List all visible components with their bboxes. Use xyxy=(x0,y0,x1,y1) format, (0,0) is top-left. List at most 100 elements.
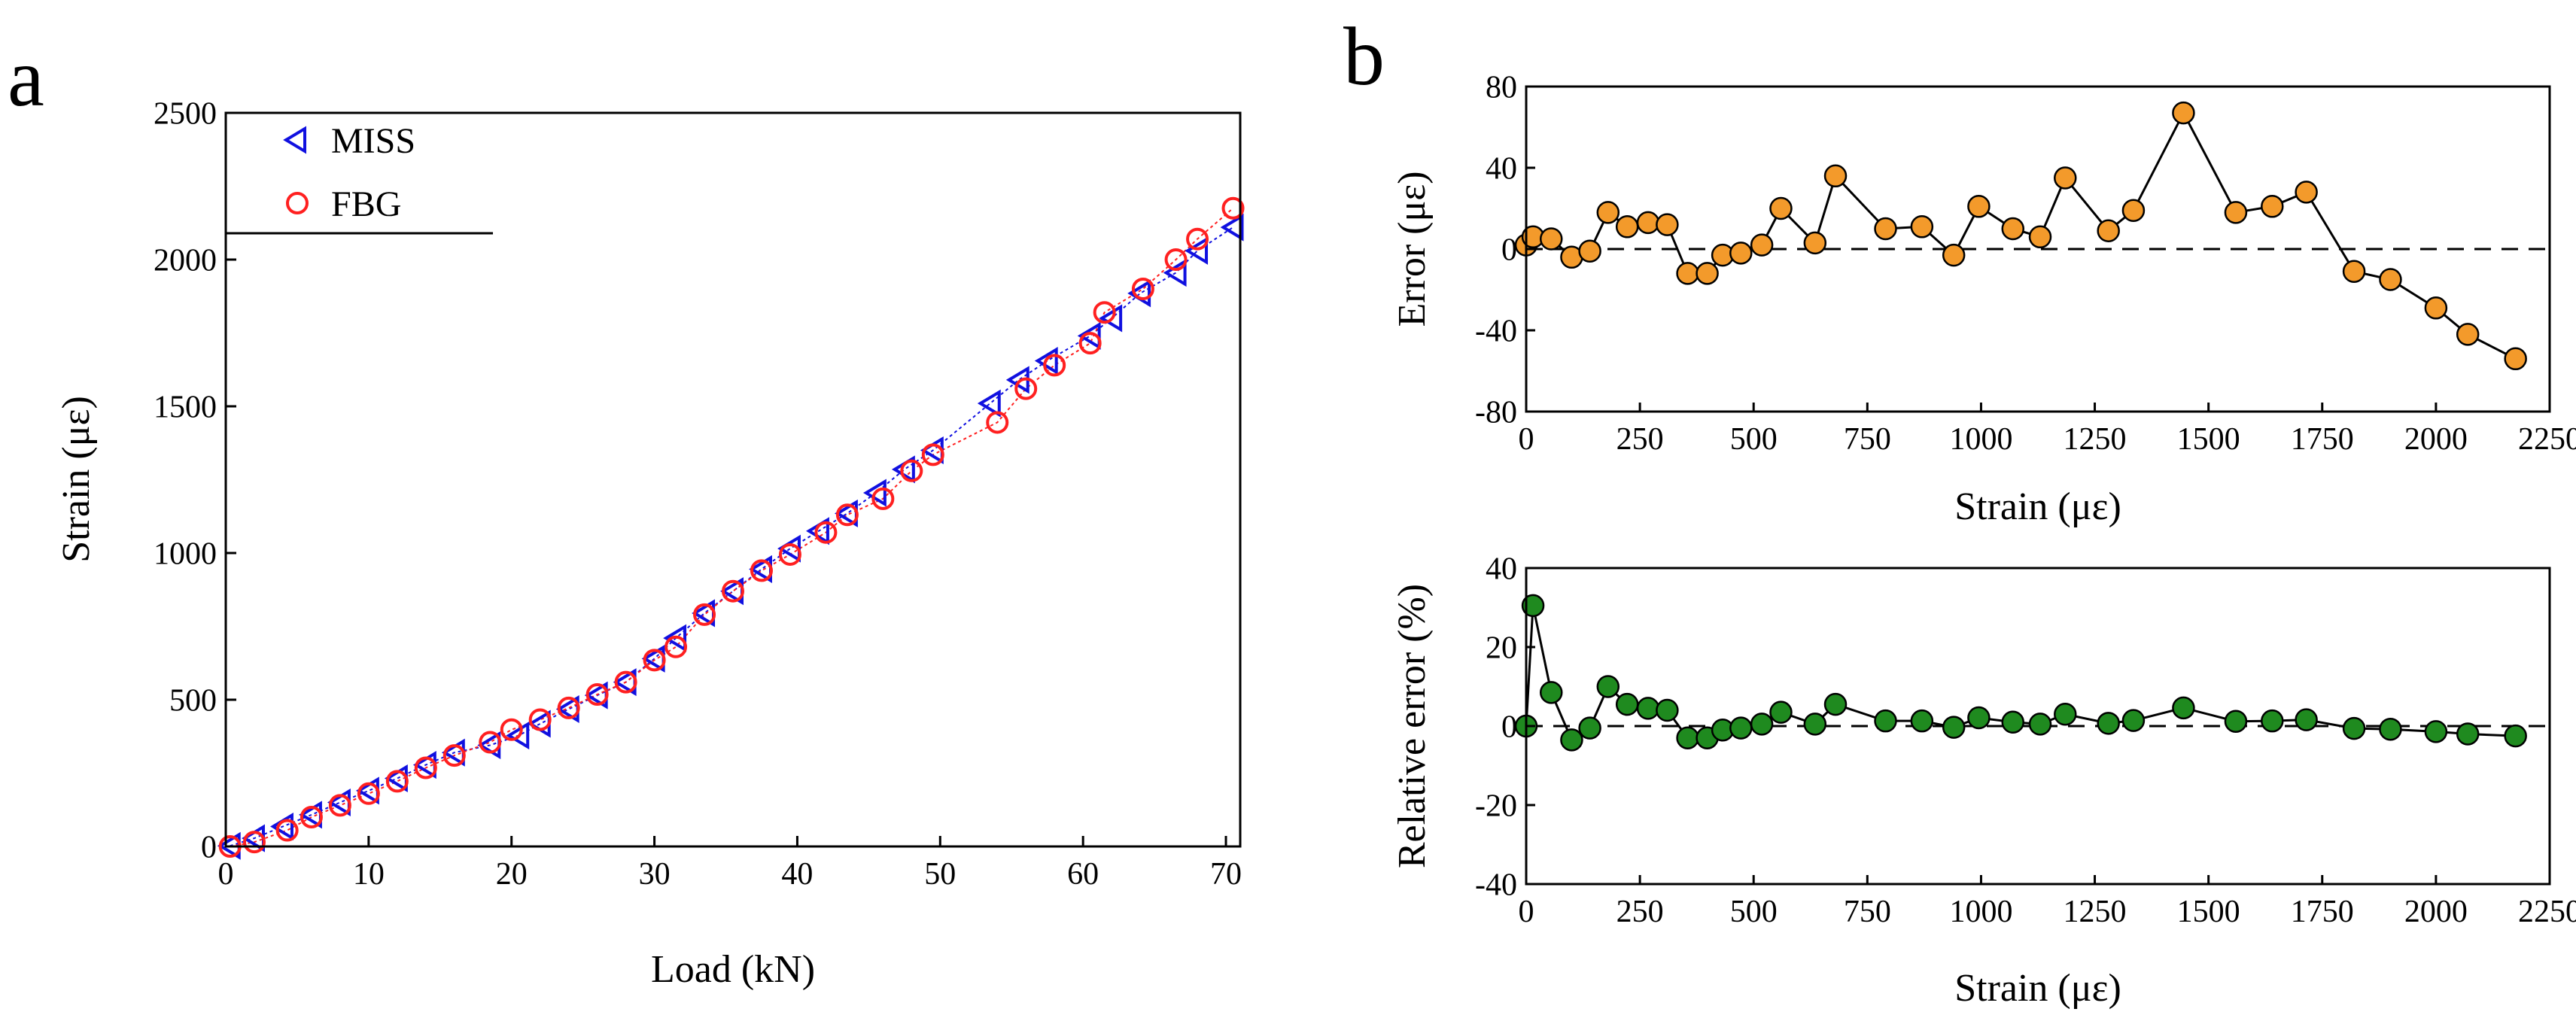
data-point-b-top xyxy=(1578,239,1601,263)
x-tick-label: 2000 xyxy=(2404,422,2468,457)
y-tick-label: 1500 xyxy=(154,390,217,424)
chart-a-marks xyxy=(217,196,1245,860)
data-point-b-top xyxy=(2224,201,2248,224)
x-tick-label: 2250 xyxy=(2518,422,2576,457)
data-point-b-top xyxy=(1676,262,1699,285)
data-point-b-top xyxy=(1874,217,1897,241)
legend-fbg-marker xyxy=(286,192,309,214)
chart-a-plot-frame xyxy=(224,111,1242,848)
x-tick-label: 1500 xyxy=(2177,422,2240,457)
data-point-fbg xyxy=(357,782,380,805)
data-point-miss xyxy=(506,722,530,750)
data-point-b-top xyxy=(1596,201,1620,224)
data-point-b-bottom xyxy=(2121,709,2146,732)
data-point-fbg xyxy=(328,794,351,817)
data-point-b-top xyxy=(1750,233,1774,257)
series-line-miss xyxy=(230,226,1234,847)
x-tick-label: 1250 xyxy=(2064,422,2127,457)
data-point-miss xyxy=(862,479,887,507)
data-point-b-top xyxy=(2424,296,2448,320)
data-point-b-top xyxy=(2261,195,2284,218)
data-point-b-top xyxy=(1615,215,1639,239)
data-point-fbg xyxy=(750,559,773,582)
data-point-fbg xyxy=(614,670,637,694)
data-point-b-top xyxy=(1539,227,1563,251)
chart-b-bottom-ticks: 0 250 500 750 1000 1250 1500 1750 2000 2250 -40 -20… xyxy=(1475,552,2576,929)
data-point-fbg xyxy=(242,831,266,854)
y-tick-label: 500 xyxy=(169,683,217,718)
x-tick-label: 0 xyxy=(1519,895,1534,929)
data-point-b-top xyxy=(1942,243,1966,267)
data-point-miss xyxy=(1163,259,1187,287)
data-point-b-bottom xyxy=(1676,726,1699,749)
legend-miss-label: MISS xyxy=(331,121,415,161)
y-tick-label: -20 xyxy=(1475,789,1517,823)
data-point-b-bottom xyxy=(2504,724,2527,748)
x-tick-label: 1000 xyxy=(1949,422,2012,457)
data-point-b-top xyxy=(2001,217,2025,241)
y-tick-label: 40 xyxy=(1486,552,1517,586)
x-tick-label: 250 xyxy=(1616,422,1664,457)
data-point-b-top xyxy=(2172,101,2195,125)
data-point-b-bottom xyxy=(2224,710,2248,733)
data-point-b-bottom xyxy=(1823,692,1848,716)
x-tick-label: 1250 xyxy=(2064,895,2127,929)
data-point-miss xyxy=(977,389,1001,418)
x-tick-label: 2250 xyxy=(2518,895,2576,929)
data-point-b-top xyxy=(2379,268,2402,291)
data-point-fbg xyxy=(871,487,895,510)
data-point-fbg xyxy=(1093,301,1116,324)
data-point-fbg xyxy=(835,503,859,527)
data-point-b-bottom xyxy=(2424,720,2448,743)
chart-a-x-axis-title: Load (kN) xyxy=(651,948,815,991)
data-point-b-bottom xyxy=(1910,709,1934,733)
data-point-fbg xyxy=(275,819,299,842)
x-tick-label: 10 xyxy=(353,857,385,892)
data-point-b-bottom xyxy=(2054,703,2077,726)
y-tick-label: 2500 xyxy=(154,96,217,131)
x-tick-label: 60 xyxy=(1067,857,1099,892)
chart-b-top-marks xyxy=(1514,101,2550,371)
x-tick-label: 0 xyxy=(1519,422,1534,457)
data-point-b-bottom xyxy=(2379,717,2402,741)
y-tick-label: 0 xyxy=(1501,710,1517,744)
data-point-b-top xyxy=(1656,213,1679,236)
data-point-fbg xyxy=(900,459,923,482)
data-point-b-bottom xyxy=(1596,675,1620,698)
data-point-b-top xyxy=(2456,323,2480,346)
data-point-fbg xyxy=(500,718,523,741)
panel-label-b: b xyxy=(1343,11,1385,102)
data-point-b-bottom xyxy=(1636,697,1660,720)
chart-a-y-axis-title: Strain (με) xyxy=(55,396,98,563)
x-tick-label: 70 xyxy=(1210,857,1242,892)
data-point-fbg xyxy=(693,603,716,626)
chart-a-ticks: 0 10 20 30 40 50 60 70 0 500 1000 1500 2000 2500 xyxy=(154,96,1242,892)
data-point-b-top xyxy=(1803,231,1827,255)
data-point-fbg xyxy=(778,542,801,566)
data-point-fbg xyxy=(1164,248,1188,271)
data-point-b-bottom xyxy=(2172,696,2195,720)
series-line-fbg xyxy=(230,207,1234,847)
data-point-b-top xyxy=(1967,195,1991,218)
data-point-fbg xyxy=(1014,377,1038,400)
data-point-b-top xyxy=(2295,181,2318,204)
data-point-fbg xyxy=(665,635,688,658)
chart-b-bottom-y-axis-title: Relative error (%) xyxy=(1391,584,1434,868)
chart-a-legend: MISS FBG xyxy=(226,121,493,235)
data-point-b-bottom xyxy=(2295,708,2318,731)
data-point-fbg xyxy=(1131,278,1154,300)
data-point-b-bottom xyxy=(2097,712,2120,735)
y-tick-label: 1000 xyxy=(154,536,217,571)
data-point-b-top xyxy=(1910,215,1934,239)
data-point-b-bottom xyxy=(1967,706,1991,730)
data-point-b-top xyxy=(1823,164,1848,188)
y-tick-label: -80 xyxy=(1475,395,1517,430)
data-point-b-bottom xyxy=(1615,692,1639,716)
data-point-miss xyxy=(663,624,687,652)
legend-fbg-label: FBG xyxy=(331,184,401,224)
data-point-fbg xyxy=(921,443,944,466)
data-point-b-bottom xyxy=(1729,716,1753,740)
data-point-fbg xyxy=(1221,196,1245,220)
chart-b-bottom-marks xyxy=(1514,594,2550,752)
